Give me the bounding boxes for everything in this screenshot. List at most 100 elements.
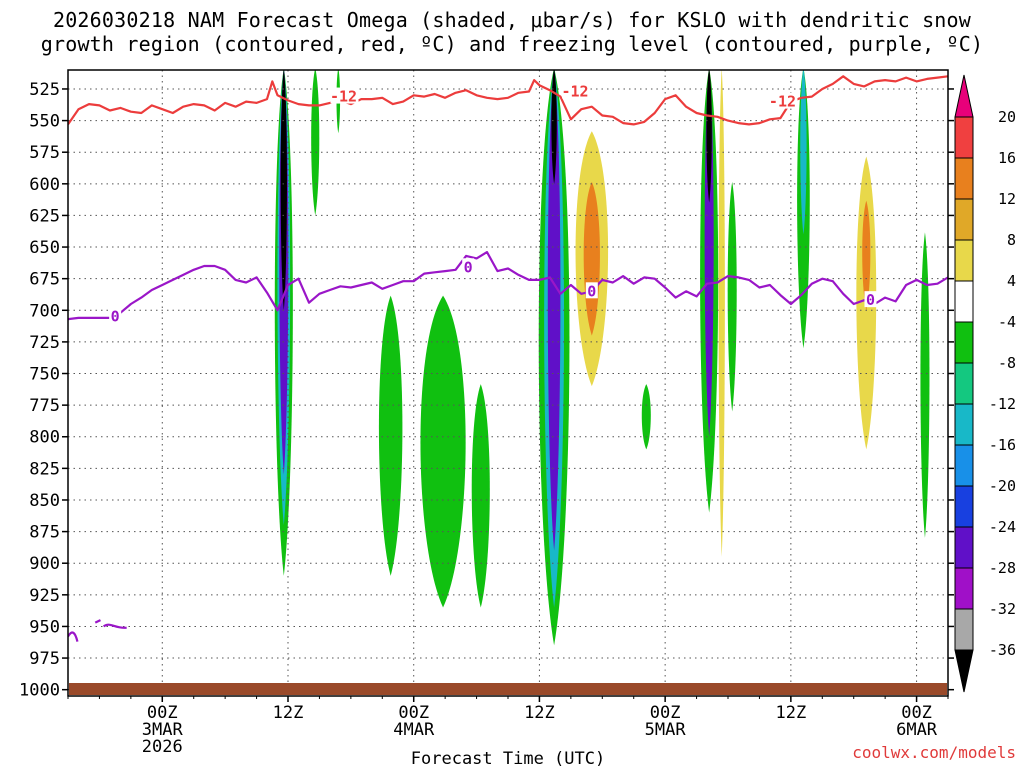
omega-cell [727,181,737,412]
x-tick-label: 5MAR [645,720,687,740]
dgz-contour-label: -12 [769,93,796,111]
x-tick-label: 3MAR [142,720,184,740]
x-tick-label: 12Z [273,703,304,723]
dgz-contour-label: -12 [330,88,357,106]
colorbar-label: -16 [989,436,1016,454]
omega-cell [920,232,930,538]
colorbar-label: -12 [989,395,1016,413]
colorbar-swatch [954,239,974,282]
x-tick-label: 4MAR [393,720,435,740]
dgz-label-bg [769,92,798,109]
y-tick-label: 925 [29,586,60,606]
chart-title: 2026030218 NAM Forecast Omega (shaded, μ… [0,8,1024,56]
freezing-fragment [102,623,127,629]
y-tick-label: 650 [29,238,60,258]
colorbar-cap-bottom [954,649,974,693]
credit-link[interactable]: coolwx.com/models [852,743,1016,762]
colorbar-swatch [954,608,974,651]
y-tick-label: 775 [29,396,60,416]
dgz-contour-label: -12 [562,82,589,100]
x-tick-label: 00Z [147,703,178,723]
x-tick-label: 6MAR [896,720,938,740]
omega-cell [800,70,807,235]
colorbar-label: -4 [998,313,1016,331]
colorbar-swatch [954,198,974,241]
freezing-label-bg [462,258,475,275]
y-tick-label: 950 [29,617,60,637]
omega-cell [551,70,557,184]
omega-cell [718,70,725,557]
omega-cell [420,295,466,608]
x-tick-label: 12Z [524,703,555,723]
colorbar-label: 8 [1007,231,1016,249]
omega-cell [706,70,712,203]
freezing-label-bg [864,291,877,308]
terrain-ground [69,683,947,695]
omega-cell [280,70,287,311]
y-tick-label: 800 [29,428,60,448]
freezing-fragment [94,619,101,624]
colorbar-label: 4 [1007,272,1016,290]
freezing-contour-label: 0 [587,282,596,300]
freezing-contour-label: 0 [111,308,120,326]
colorbar: 20 16 12 8 4 -4 -8 -12 -16 -20 -24 -28 -32 -36 [954,74,1016,693]
colorbar-label: 12 [998,190,1016,208]
omega-shading [274,70,930,646]
colorbar-cap-top [954,74,974,118]
dgz-label-bg [330,87,359,104]
dgz-label-bg [562,82,591,99]
colorbar-swatch [954,116,974,159]
x-tick-label: 12Z [775,703,806,723]
colorbar-swatch [954,321,974,364]
title-line-1: 2026030218 NAM Forecast Omega (shaded, μ… [52,8,972,32]
colorbar-swatch [954,362,974,405]
freezing-fragment [68,631,79,642]
y-tick-label: 900 [29,554,60,574]
y-axis: 525 550 575 600 625 650 675 700 725 750 775 800 825 8… [19,80,954,701]
y-tick-label: 675 [29,270,60,290]
y-tick-label: 700 [29,301,60,321]
y-tick-label: 975 [29,649,60,669]
colorbar-label: -28 [989,559,1016,577]
omega-cell [378,295,403,576]
y-tick-label: 850 [29,491,60,511]
y-tick-label: 1000 [19,681,60,701]
y-tick-label: 625 [29,206,60,226]
colorbar-swatch [954,157,974,200]
colorbar-label: -8 [998,354,1016,372]
colorbar-label: -24 [989,518,1016,536]
x-tick-label: 00Z [398,703,429,723]
colorbar-swatch [954,403,974,446]
x-axis-title: Forecast Time (UTC) [411,749,605,768]
omega-cell [471,384,490,608]
freezing-label-bg [585,282,598,299]
title-line-2: growth region (contoured, red, ºC) and f… [40,32,984,56]
colorbar-label: -32 [989,600,1016,618]
omega-cell [547,70,561,551]
plot-frame [67,69,949,697]
freezing-contour-label: 0 [464,258,473,276]
colorbar-label: -36 [989,641,1016,659]
x-tick-label: 2026 [142,737,183,757]
y-tick-label: 875 [29,523,60,543]
colorbar-label: -20 [989,477,1016,495]
y-tick-label: 725 [29,333,60,353]
y-tick-label: 575 [29,143,60,163]
y-tick-label: 750 [29,365,60,385]
omega-cell [862,200,871,311]
colorbar-swatch [954,444,974,487]
colorbar-swatch [954,526,974,569]
omega-cell [641,384,651,450]
y-tick-label: 525 [29,80,60,100]
y-tick-label: 600 [29,175,60,195]
colorbar-label: 16 [998,149,1016,167]
freezing-label-bg [109,307,122,324]
freezing-contour-label: 0 [866,291,875,309]
y-tick-label: 550 [29,112,60,132]
colorbar-swatch [954,567,974,610]
x-tick-label: 00Z [650,703,681,723]
y-tick-label: 825 [29,459,60,479]
grid [68,70,948,696]
